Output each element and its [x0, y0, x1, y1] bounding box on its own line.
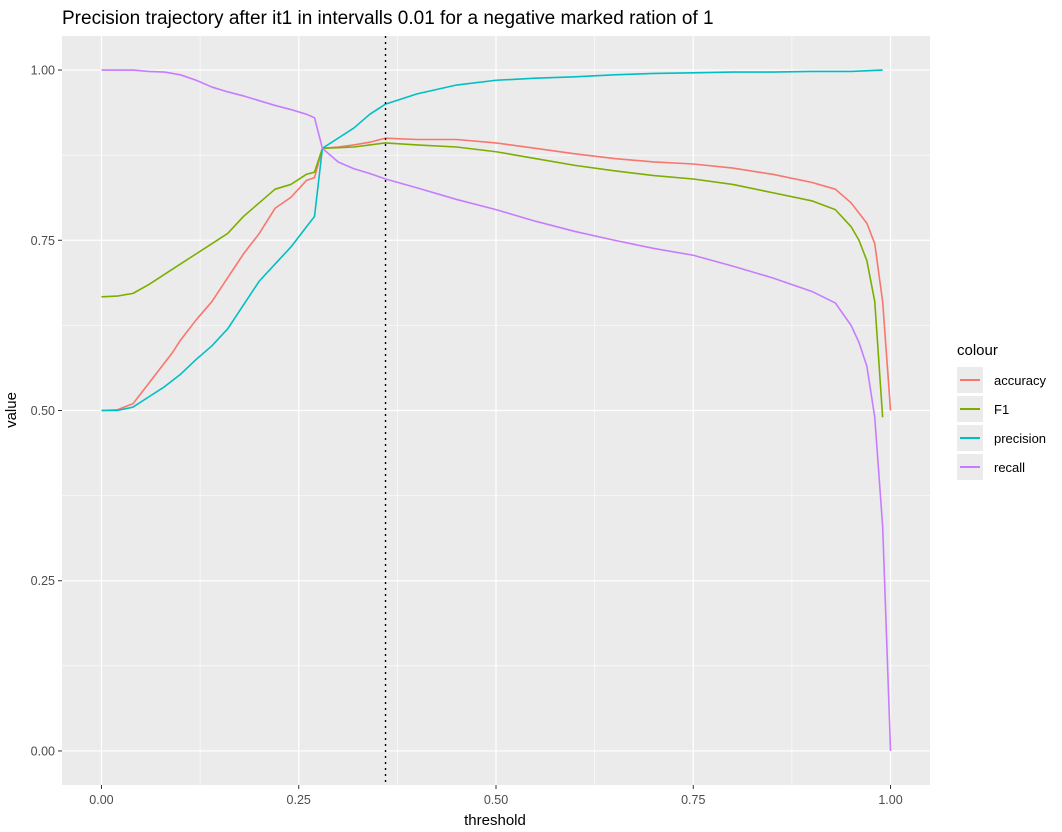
legend-label-precision: precision	[994, 431, 1046, 446]
series-line-f1	[101, 142, 884, 418]
y-tick-label: 1.00	[31, 64, 55, 78]
y-tick-label: 0.00	[31, 744, 55, 758]
chart-title: Precision trajectory after it1 in interv…	[62, 8, 714, 29]
x-tick-label: 0.00	[89, 793, 113, 807]
y-tick-label: 0.50	[31, 404, 55, 418]
legend: colour accuracy F1 precision recall	[957, 342, 1047, 480]
series-group	[101, 36, 892, 785]
x-tick-label: 1.00	[878, 793, 902, 807]
series-line-accuracy	[101, 137, 892, 412]
x-tick-label: 0.50	[484, 793, 508, 807]
axis-ticks: 0.00 0.25 0.50 0.75 1.00 0.00 0.25 0.50 0.75 1.00	[31, 64, 903, 807]
plot-panel	[62, 36, 930, 785]
x-axis-title: threshold	[464, 812, 526, 829]
y-tick-label: 0.75	[31, 234, 55, 248]
legend-label-recall: recall	[994, 460, 1025, 475]
series-line-precision	[101, 69, 883, 412]
x-tick-label: 0.75	[681, 793, 705, 807]
series-line-recall	[101, 69, 892, 751]
x-tick-label: 0.25	[287, 793, 311, 807]
legend-label-f1: F1	[994, 402, 1009, 417]
legend-title: colour	[957, 342, 998, 359]
legend-label-accuracy: accuracy	[994, 373, 1047, 388]
y-tick-label: 0.25	[31, 574, 55, 588]
y-axis-title: value	[3, 392, 20, 428]
